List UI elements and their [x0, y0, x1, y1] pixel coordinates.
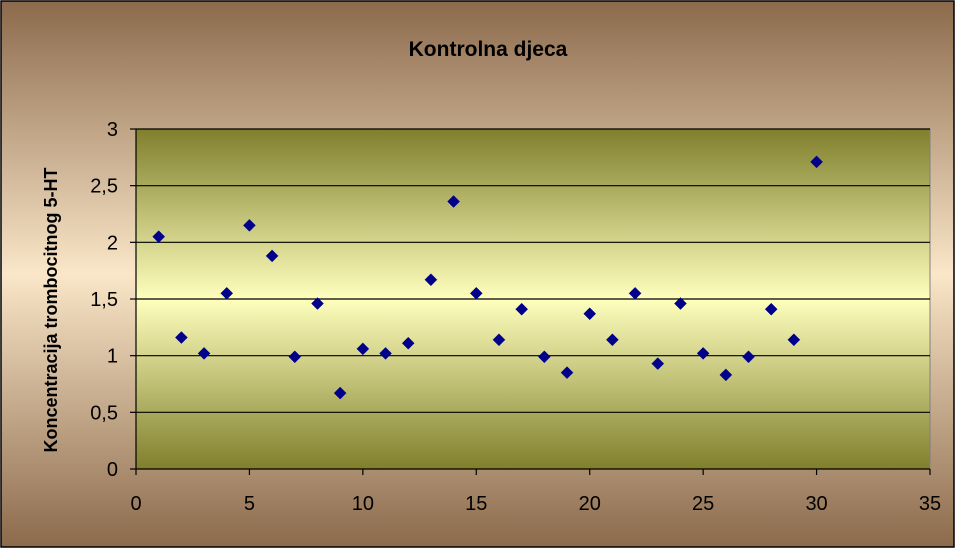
gridlines: [136, 128, 930, 413]
data-point: [197, 347, 211, 360]
data-point: [152, 230, 166, 244]
data-point: [537, 350, 551, 364]
data-point: [810, 155, 823, 169]
y-axis-label: Koncentracija trombocitnog 5-HT: [41, 167, 61, 452]
x-tick-label: 15: [465, 493, 487, 515]
y-tick-label: 2,5: [90, 176, 118, 198]
data-point: [356, 342, 370, 356]
data-point: [787, 333, 801, 347]
x-tick-label: 10: [352, 493, 374, 515]
data-point: [243, 218, 256, 232]
y-tick-label: 1,5: [90, 289, 118, 311]
tick-labels: 00,511,522,530 5 10 15 20 25 30 35: [90, 119, 941, 515]
x-tick-label: 20: [579, 493, 601, 515]
data-point: [333, 386, 347, 400]
x-tick-label: 35: [919, 493, 941, 515]
x-tick-label: 25: [692, 493, 714, 515]
x-tick-label: 5: [244, 493, 255, 515]
chart-title: Kontrolna djeca: [409, 38, 568, 61]
data-point: [583, 307, 597, 321]
x-tick-label: 0: [130, 493, 141, 515]
data-point: [515, 302, 529, 316]
data-points: [152, 155, 823, 400]
data-point: [742, 350, 755, 364]
data-point: [288, 350, 302, 364]
data-point: [469, 286, 483, 300]
data-point: [311, 297, 324, 310]
data-point: [696, 347, 710, 360]
y-tick-label: 0: [107, 459, 118, 481]
data-point: [401, 336, 415, 350]
data-point: [447, 195, 460, 208]
data-point: [379, 347, 392, 360]
data-point: [220, 286, 234, 300]
data-point: [492, 333, 506, 347]
y-tick-label: 0,5: [90, 402, 118, 424]
data-point: [764, 302, 778, 316]
data-point: [560, 366, 574, 380]
data-point: [265, 249, 279, 263]
x-tick-label: 30: [805, 493, 827, 515]
y-tick-label: 1: [107, 346, 118, 368]
data-point: [628, 286, 642, 300]
data-point: [175, 331, 188, 344]
y-tick-label: 3: [107, 119, 118, 141]
axes: [130, 128, 931, 475]
data-point: [606, 333, 619, 347]
data-point: [651, 357, 665, 370]
data-point: [719, 368, 733, 382]
data-point: [424, 273, 438, 287]
y-tick-label: 2: [107, 232, 118, 254]
data-point: [674, 297, 687, 310]
